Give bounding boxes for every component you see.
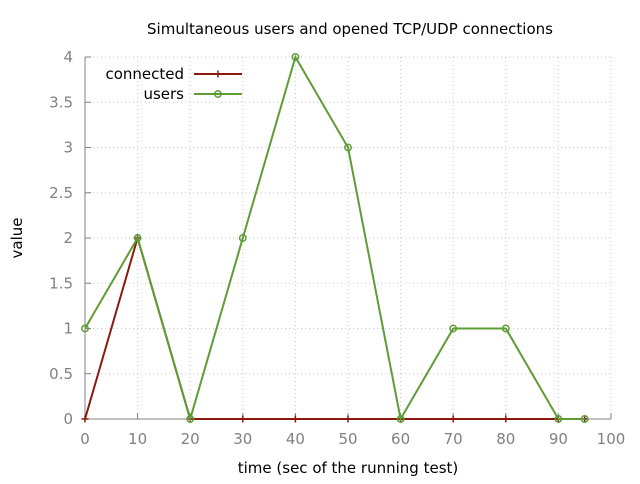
data-point-users: [344, 143, 352, 152]
data-point-users: [133, 234, 142, 242]
data-point-users: [186, 415, 195, 423]
x-tick-label: 40: [286, 430, 305, 448]
y-tick-label: 0: [63, 410, 73, 428]
data-point-connected: [239, 415, 247, 423]
y-tick-label: 4: [63, 48, 73, 66]
legend-label-connected: connected: [105, 65, 184, 83]
data-point-users: [238, 234, 247, 242]
data-point-connected: [291, 415, 299, 423]
data-point-users: [81, 324, 89, 333]
x-tick-label: 30: [233, 430, 252, 448]
data-point-users: [554, 415, 563, 423]
y-tick-label: 1.5: [49, 274, 73, 292]
series-line-users: [84, 54, 585, 423]
data-point-connected: [344, 415, 352, 423]
data-point-connected: [81, 415, 89, 423]
x-tick-label: 50: [338, 430, 357, 448]
x-tick-label: 70: [444, 430, 463, 448]
data-point-users: [291, 53, 300, 61]
x-tick-label: 90: [549, 430, 568, 448]
data-point-connected: [502, 415, 510, 423]
legend-marker-users: [214, 90, 222, 98]
series-lines: [81, 53, 589, 423]
legend-label-users: users: [143, 85, 184, 103]
x-tick-label: 100: [597, 430, 626, 448]
chart-title: Simultaneous users and opened TCP/UDP co…: [147, 20, 553, 38]
y-tick-label: 3: [63, 139, 73, 157]
legend-item-connected: connected: [105, 65, 242, 83]
tick-labels: 0 10 20 30 40 50 60 70 80 90 100 0 0.5 1 1.5 2 2.5 3 3.5 4: [49, 48, 625, 448]
y-tick-label: 0.5: [49, 365, 73, 383]
data-point-users: [580, 415, 589, 423]
data-point-users: [396, 415, 405, 423]
y-tick-label: 2: [63, 229, 73, 247]
y-axis-label: value: [8, 218, 26, 259]
grid-lines: [84, 56, 612, 420]
x-tick-label: 10: [128, 430, 147, 448]
legend-marker-connected: [214, 70, 222, 78]
x-axis-label: time (sec of the running test): [238, 459, 459, 477]
y-tick-label: 3.5: [49, 93, 73, 111]
y-tick-label: 1: [63, 320, 73, 338]
legend: connected users: [105, 65, 242, 103]
x-tick-label: 60: [391, 430, 410, 448]
legend-item-users: users: [143, 85, 242, 103]
x-tick-label: 0: [80, 430, 90, 448]
series-users: [81, 53, 589, 423]
data-point-connected: [449, 415, 457, 423]
x-tick-label: 20: [181, 430, 200, 448]
data-point-users: [501, 324, 510, 333]
x-tick-label: 80: [496, 430, 515, 448]
y-tick-label: 2.5: [49, 184, 73, 202]
data-point-users: [449, 324, 458, 333]
